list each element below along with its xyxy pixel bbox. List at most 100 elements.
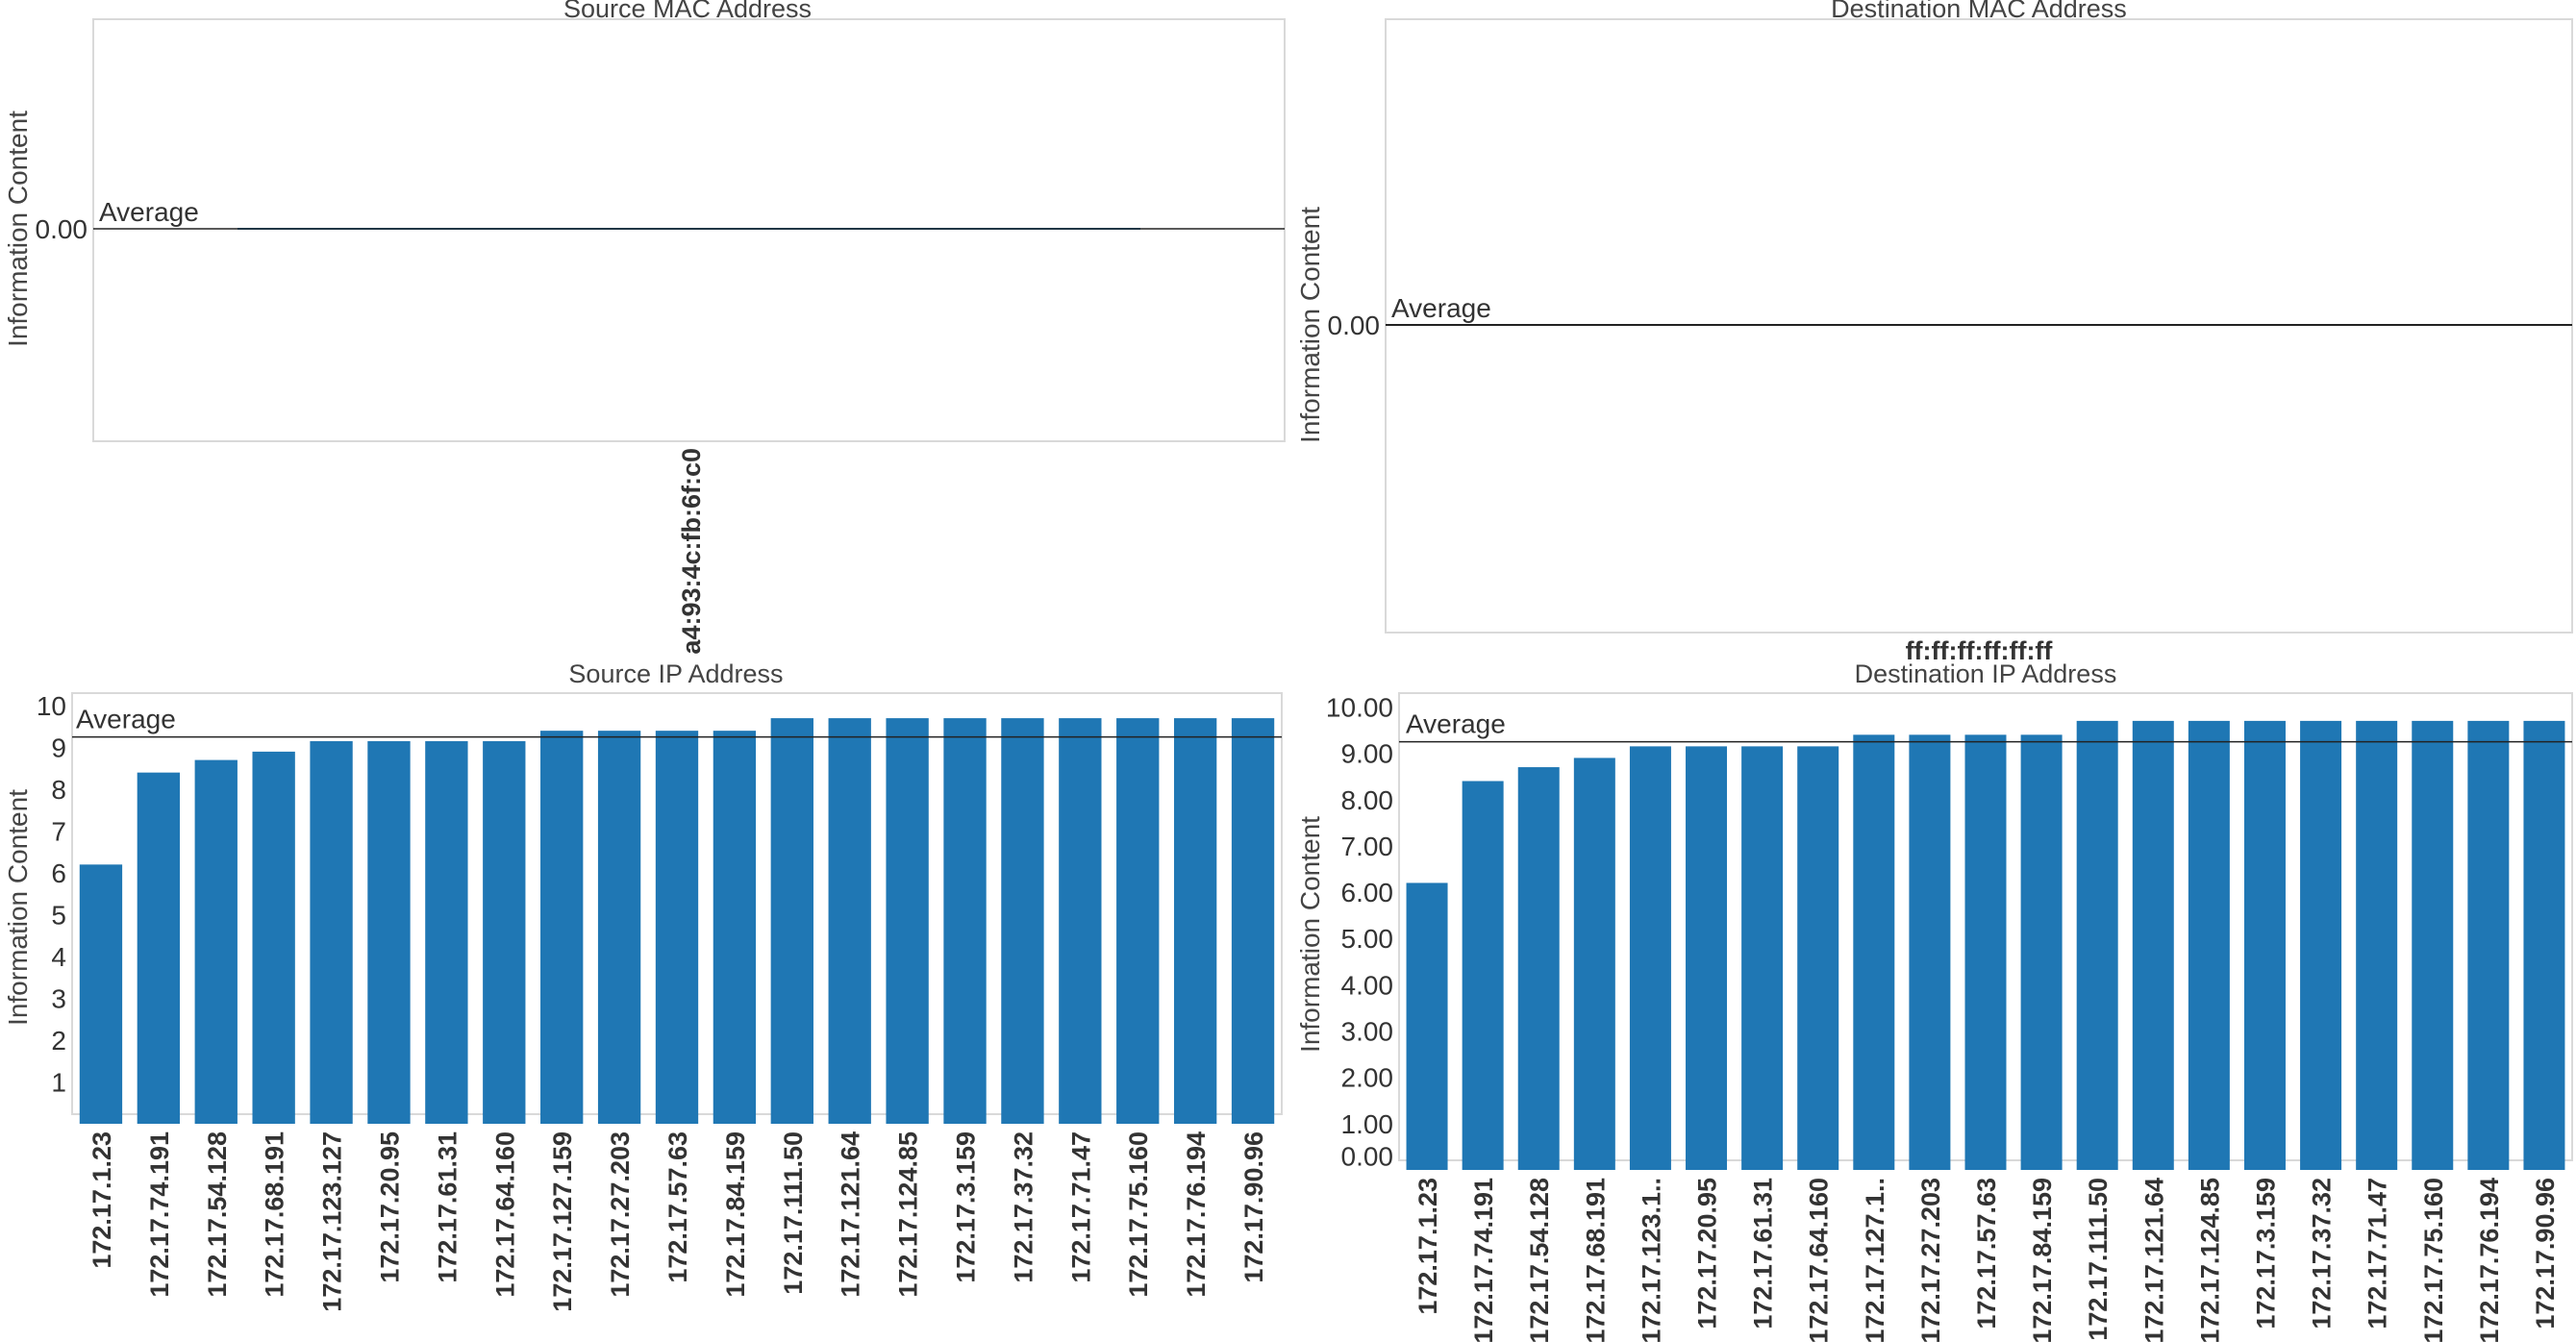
x-tick-label: 172.17.71.47 bbox=[1066, 1131, 1095, 1283]
x-tick-label: 172.17.3.159 bbox=[952, 1131, 981, 1283]
x-tick-labels: 172.17.1.23 172.17.74.191 172.17.54.128 172… bbox=[1413, 1178, 2560, 1342]
x-tick-label: 172.17.20.95 bbox=[375, 1131, 404, 1283]
x-tick-label: ff:ff:ff:ff:ff:ff bbox=[1906, 636, 2054, 665]
x-tick-label: 172.17.121.64 bbox=[2139, 1178, 2168, 1342]
x-tick-label: 172.17.37.32 bbox=[1009, 1131, 1038, 1283]
x-tick-label: 172.17.111.50 bbox=[2084, 1178, 2113, 1341]
bar bbox=[483, 741, 526, 1124]
y-tick-label: 5.00 bbox=[1341, 924, 1394, 954]
y-tick-label: 0.00 bbox=[1328, 311, 1381, 340]
x-tick-label: 172.17.71.47 bbox=[2363, 1178, 2392, 1330]
average-label: Average bbox=[1391, 293, 1491, 323]
y-ticks: 0.001.00 2.00 3.00 4.00 5.00 6.00 7.00 8.00 9.00… bbox=[1326, 692, 1393, 1171]
x-tick-label: 172.17.124.85 bbox=[894, 1131, 923, 1298]
y-tick-label: 0.00 bbox=[1341, 1142, 1394, 1172]
x-tick-label: 172.17.121.64 bbox=[837, 1131, 865, 1298]
bar bbox=[1231, 718, 1275, 1124]
x-tick-label: 172.17.74.191 bbox=[145, 1131, 174, 1298]
x-tick-label: 172.17.68.191 bbox=[261, 1131, 289, 1298]
bar bbox=[1406, 882, 1448, 1170]
bar bbox=[1909, 734, 1951, 1170]
x-tick-label: a4:93:4c:fb:6f:c0 bbox=[677, 448, 706, 655]
bars bbox=[79, 718, 1275, 1124]
bar bbox=[2412, 720, 2454, 1170]
x-tick-labels: a4:93:4c:fb:6f:c0 bbox=[677, 448, 706, 655]
y-tick-label: 9.00 bbox=[1341, 739, 1394, 769]
chart-destination-mac: Destination MAC Address Information Cont… bbox=[1288, 0, 2576, 665]
x-tick-label: 172.17.123.1.. bbox=[1637, 1178, 1665, 1342]
x-tick-label: 172.17.76.194 bbox=[1182, 1131, 1211, 1298]
y-tick-label: 8 bbox=[51, 775, 66, 805]
x-tick-label: 172.17.1.23 bbox=[88, 1131, 116, 1269]
bar bbox=[252, 751, 295, 1124]
chart-destination-mac-svg: Destination MAC Address Information Cont… bbox=[1295, 0, 2573, 665]
y-tick-label: 3.00 bbox=[1341, 1017, 1394, 1047]
chart-title: Source IP Address bbox=[568, 659, 783, 688]
x-tick-label: 172.17.27.203 bbox=[1916, 1178, 1945, 1342]
x-tick-label: 172.17.68.191 bbox=[1581, 1178, 1610, 1342]
x-tick-label: 172.17.124.85 bbox=[2195, 1178, 2224, 1342]
x-tick-label: 172.17.20.95 bbox=[1693, 1178, 1722, 1330]
y-tick-label: 3 bbox=[51, 984, 66, 1014]
bar bbox=[2300, 720, 2342, 1170]
bar bbox=[1173, 718, 1217, 1124]
bar bbox=[1853, 734, 1895, 1170]
x-tick-label: 172.17.27.203 bbox=[606, 1131, 635, 1298]
y-ticks: 0.00 bbox=[36, 214, 88, 244]
y-tick-label: 0.00 bbox=[36, 214, 88, 244]
y-tick-label: 1 bbox=[51, 1068, 66, 1098]
chart-title: Destination IP Address bbox=[1855, 659, 2117, 688]
chart-source-ip-svg: Source IP Address Information Content 1 2… bbox=[3, 659, 1283, 1312]
x-tick-label: 172.17.54.128 bbox=[203, 1131, 232, 1298]
bar bbox=[1686, 746, 1728, 1170]
bar bbox=[1797, 746, 1839, 1170]
chart-source-ip: Source IP Address Information Content 1 2… bbox=[0, 659, 1288, 1342]
bar bbox=[2467, 720, 2510, 1170]
x-tick-label: 172.17.76.194 bbox=[2475, 1178, 2504, 1342]
bar bbox=[886, 718, 929, 1124]
chart-source-mac-svg: Source MAC Address Information Content 0… bbox=[3, 0, 1286, 655]
x-tick-label: 172.17.3.159 bbox=[2251, 1178, 2280, 1330]
bar bbox=[2076, 720, 2118, 1170]
bar bbox=[2188, 720, 2230, 1170]
bar bbox=[770, 718, 813, 1124]
bar bbox=[828, 718, 871, 1124]
plot-frame bbox=[92, 18, 1286, 442]
x-tick-label: 172.17.90.96 bbox=[2531, 1178, 2560, 1330]
x-tick-label: 172.17.75.160 bbox=[2419, 1178, 2448, 1342]
x-tick-label: 172.17.61.31 bbox=[433, 1131, 462, 1283]
bar bbox=[1116, 718, 1160, 1124]
y-tick-label: 2 bbox=[51, 1026, 66, 1056]
chart-destination-ip-svg: Destination IP Address Information Conte… bbox=[1295, 659, 2573, 1342]
bar bbox=[194, 759, 238, 1124]
bar bbox=[1629, 746, 1671, 1170]
average-label: Average bbox=[99, 197, 199, 227]
average-label: Average bbox=[1406, 709, 1506, 739]
y-tick-label: 9 bbox=[51, 733, 66, 763]
bar bbox=[2132, 720, 2174, 1170]
y-tick-label: 2.00 bbox=[1341, 1063, 1394, 1093]
x-tick-label: 172.17.74.191 bbox=[1469, 1178, 1498, 1342]
y-tick-label: 1.00 bbox=[1341, 1109, 1394, 1139]
bars bbox=[1406, 720, 2565, 1170]
chart-destination-ip: Destination IP Address Information Conte… bbox=[1288, 659, 2576, 1342]
x-tick-label: 172.17.127.1.. bbox=[1861, 1178, 1889, 1342]
bar bbox=[1964, 734, 2007, 1170]
y-tick-label: 6 bbox=[51, 858, 66, 888]
x-tick-label: 172.17.64.160 bbox=[490, 1131, 519, 1298]
bar bbox=[540, 731, 584, 1124]
y-tick-label: 8.00 bbox=[1341, 785, 1394, 815]
bar bbox=[1741, 746, 1784, 1170]
y-tick-label: 10.00 bbox=[1326, 692, 1393, 722]
x-tick-label: 172.17.75.160 bbox=[1124, 1131, 1153, 1298]
bar bbox=[2356, 720, 2398, 1170]
y-tick-label: 5 bbox=[51, 901, 66, 931]
y-tick-label: 10 bbox=[37, 691, 66, 721]
x-tick-label: 172.17.54.128 bbox=[1525, 1178, 1554, 1342]
bar bbox=[655, 731, 699, 1124]
x-tick-labels: 172.17.1.23 172.17.74.191 172.17.54.128 172… bbox=[88, 1131, 1268, 1312]
bar bbox=[310, 741, 353, 1124]
x-tick-label: 172.17.37.32 bbox=[2308, 1178, 2337, 1330]
chart-source-mac: Source MAC Address Information Content 0… bbox=[0, 0, 1288, 663]
x-tick-label: 172.17.1.23 bbox=[1413, 1178, 1442, 1315]
